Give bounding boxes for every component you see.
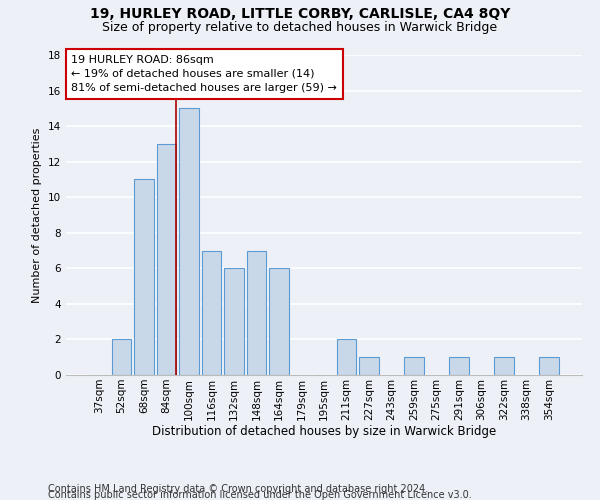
- Bar: [449, 357, 469, 375]
- Bar: [337, 340, 356, 375]
- Y-axis label: Number of detached properties: Number of detached properties: [32, 128, 43, 302]
- Bar: [269, 268, 289, 375]
- Bar: [494, 357, 514, 375]
- Text: Size of property relative to detached houses in Warwick Bridge: Size of property relative to detached ho…: [103, 21, 497, 34]
- Bar: [134, 180, 154, 375]
- Text: Contains public sector information licensed under the Open Government Licence v3: Contains public sector information licen…: [48, 490, 472, 500]
- Bar: [359, 357, 379, 375]
- Bar: [247, 250, 266, 375]
- Bar: [539, 357, 559, 375]
- Text: 19, HURLEY ROAD, LITTLE CORBY, CARLISLE, CA4 8QY: 19, HURLEY ROAD, LITTLE CORBY, CARLISLE,…: [90, 8, 510, 22]
- Text: 19 HURLEY ROAD: 86sqm
← 19% of detached houses are smaller (14)
81% of semi-deta: 19 HURLEY ROAD: 86sqm ← 19% of detached …: [71, 55, 337, 93]
- Text: Contains HM Land Registry data © Crown copyright and database right 2024.: Contains HM Land Registry data © Crown c…: [48, 484, 428, 494]
- X-axis label: Distribution of detached houses by size in Warwick Bridge: Distribution of detached houses by size …: [152, 426, 496, 438]
- Bar: [112, 340, 131, 375]
- Bar: [404, 357, 424, 375]
- Bar: [224, 268, 244, 375]
- Bar: [202, 250, 221, 375]
- Bar: [179, 108, 199, 375]
- Bar: [157, 144, 176, 375]
